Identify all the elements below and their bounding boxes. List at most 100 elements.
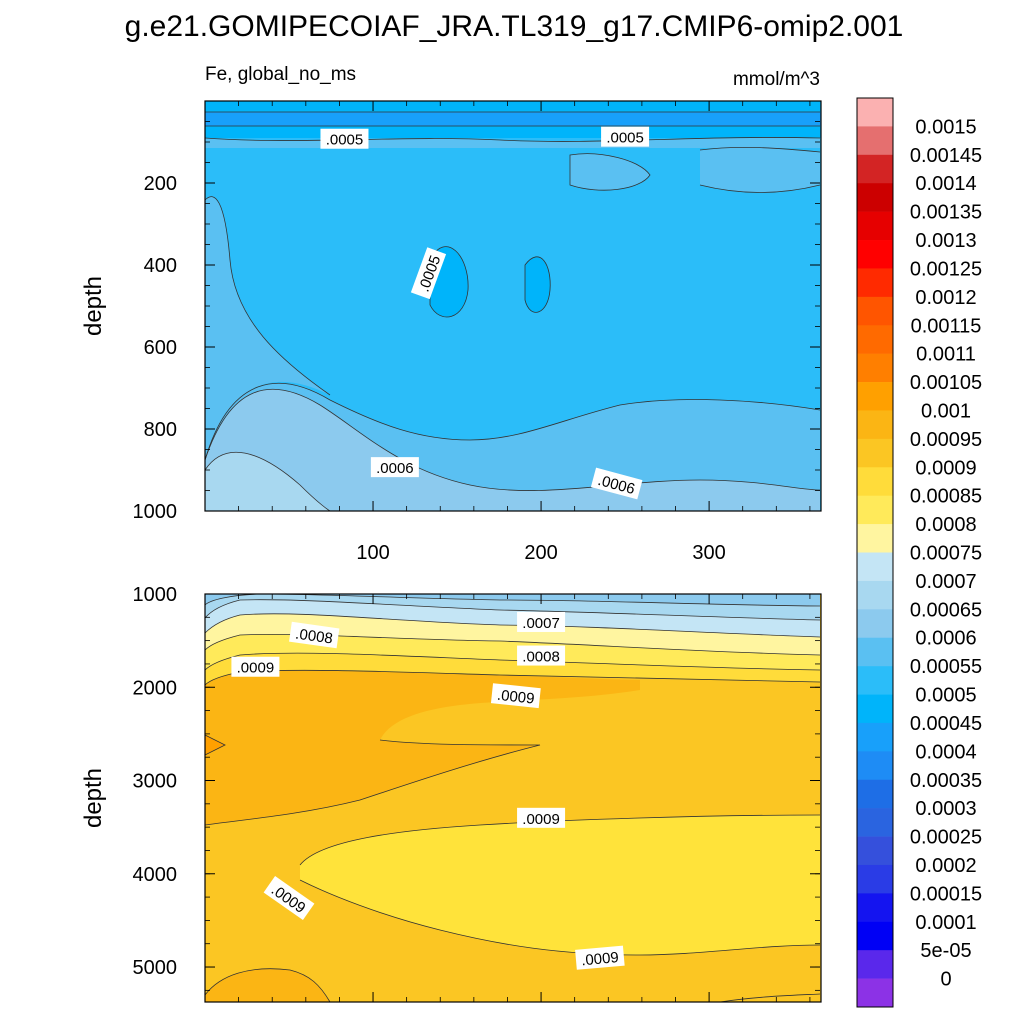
contour-label: .0007 [517,611,566,632]
bottom-contour-fills [205,594,821,1002]
colorbar-level-label: 0.0005 [915,685,976,707]
colorbar-level-label: 0.00145 [910,145,982,167]
colorbar-level-label: 0.00025 [910,827,982,849]
colorbar-level-label: 0.0007 [915,571,976,593]
colorbar-swatch [857,438,893,468]
colorbar-swatch [857,694,893,724]
y-tick-label: 400 [144,255,177,277]
contour-label-text: .0009 [496,687,535,708]
y-tick-label: 600 [144,337,177,359]
colorbar-swatch [857,524,893,553]
colorbar-level-label: 0 [940,969,951,991]
colorbar: 0.0015 0.00145 0.0014 0.00135 0.0013 0.00125 0… [856,97,982,1008]
colorbar-swatch [857,98,893,127]
colorbar-swatch [857,126,893,156]
top-contour-labels: .0005.0005.0005.0006.0006 [320,126,650,500]
contour-label: .0005 [601,126,650,147]
colorbar-level-label: 0.00045 [910,713,982,735]
colorbar-swatch [857,808,893,837]
colorbar-swatch [857,836,893,866]
contour-label-text: .0008 [522,649,560,666]
contour-label-text: .0005 [326,132,364,149]
colorbar-level-label: 0.0013 [915,230,976,252]
contour-label-bg [263,876,315,920]
colorbar-swatch [857,779,893,809]
x-tick-label: 200 [524,542,557,564]
colorbar-level-label: 0.0004 [915,741,976,763]
contour-label-bg [370,457,419,478]
contour-label-bg [575,945,625,970]
top-units-label: mmol/m^3 [733,69,820,90]
contour-label-bg [517,611,566,632]
contour-label-bg [490,683,541,709]
colorbar-level-label: 0.0006 [915,628,976,650]
contour-label: .0009 [575,945,625,970]
colorbar-level-label: 0.0002 [915,855,976,877]
colorbar-level-label: 0.0003 [915,798,976,820]
contour-label-bg [517,807,566,828]
contour-label-text: .0008 [294,625,334,647]
colorbar-swatch [857,467,893,496]
colorbar-swatch [857,751,893,781]
colorbar-swatch [857,183,893,212]
colorbar-swatch [857,893,893,923]
contour-label: .0008 [289,621,340,649]
contour-label: .0009 [231,656,280,677]
bottom-ylabel: depth [80,768,107,828]
colorbar-level-label: 0.0009 [915,457,976,479]
colorbar-level-label: 0.0015 [915,116,976,138]
y-tick-label: 1000 [133,584,178,606]
contour-label-bg [410,247,447,300]
y-tick-label: 1000 [133,501,178,523]
contour-label: .0008 [517,645,566,666]
colorbar-swatch [857,978,893,1008]
colorbar-level-label: 0.00105 [910,372,982,394]
colorbar-level-label: 0.0014 [915,173,976,195]
colorbar-level-label: 0.001 [921,400,971,422]
colorbar-level-label: 0.00125 [910,258,982,280]
colorbar-level-label: 0.0012 [915,287,976,309]
bottom-x-axis [238,594,811,1002]
colorbar-level-label: 0.00095 [910,429,982,451]
contour-label-text: .0009 [237,660,275,677]
bottom-y-axis: 1000 2000 3000 4000 5000 [133,584,820,991]
contour-label-text: .0009 [522,811,560,828]
colorbar-level-label: 0.00075 [910,543,982,565]
y-tick-label: 5000 [133,957,178,979]
y-tick-label: 200 [144,173,177,195]
colorbar-level-label: 0.0001 [915,912,976,934]
top-x-axis: 100 200 300 [238,101,811,564]
y-tick-label: 800 [144,419,177,441]
contour-label: .0009 [490,683,541,709]
x-tick-label: 100 [356,542,389,564]
colorbar-swatch [857,722,893,752]
colorbar-swatch [857,296,893,326]
contour-label: .0005 [320,128,369,149]
contour-label-bg [289,621,340,649]
colorbar-swatch [857,325,893,354]
colorbar-level-label: 0.00115 [911,315,982,337]
contour-label: .0006 [370,457,419,478]
colorbar-swatch [857,609,893,639]
colorbar-swatch [857,580,893,610]
top-ylabel: depth [80,276,107,336]
contour-label-bg [517,645,566,666]
x-tick-label: 300 [692,542,725,564]
colorbar-level-label: 0.00015 [910,883,982,905]
colorbar-level-label: 0.00065 [910,599,982,621]
contour-label-bg [590,467,643,500]
top-y-axis: 200 400 600 800 1000 [133,100,820,523]
contour-label-bg [231,656,280,677]
colorbar-level-label: 0.0008 [915,514,976,536]
top-panel: Fe, global_no_ms mmol/m^3 depth [80,64,822,564]
colorbar-level-label: 0.00055 [910,656,982,678]
contour-label-text: .0007 [522,615,560,632]
colorbar-swatch [857,950,893,979]
colorbar-swatch [857,382,893,411]
colorbar-swatch [857,154,893,184]
y-tick-label: 2000 [133,677,178,699]
top-contour-lines [204,111,821,512]
colorbar-level-label: 5e-05 [920,940,971,962]
colorbar-swatch [857,864,893,894]
